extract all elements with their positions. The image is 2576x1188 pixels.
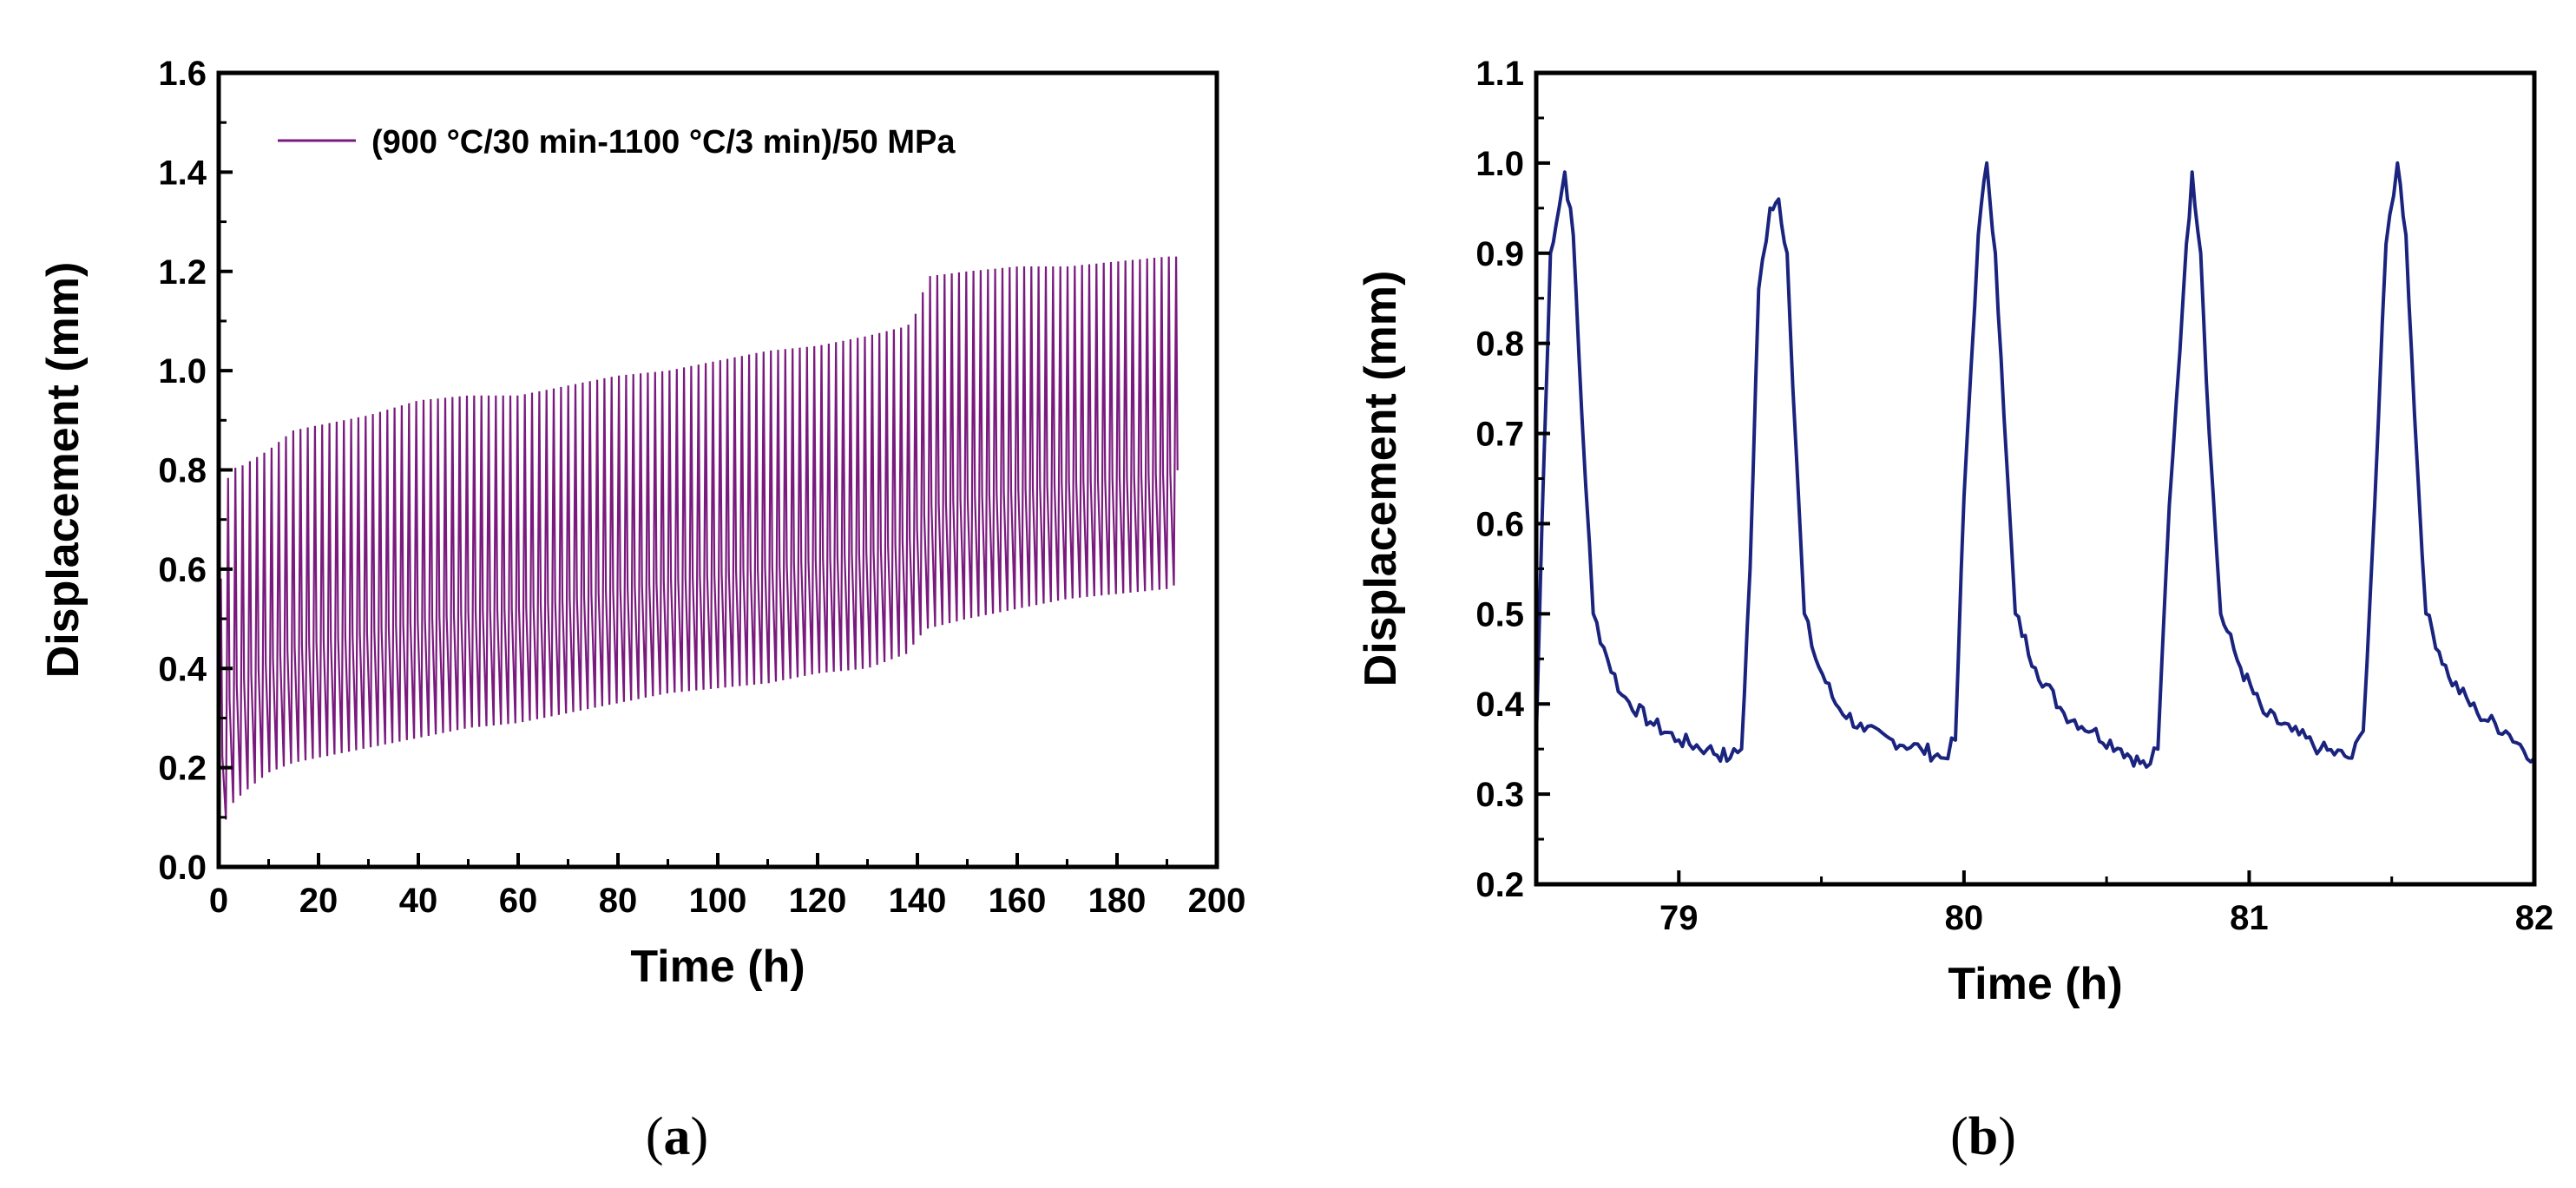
y-tick-label: 0.6 — [1475, 505, 1524, 543]
y-tick-label: 0.8 — [1475, 325, 1524, 364]
y-tick-label: 1.0 — [158, 352, 207, 391]
panel-label-b-close: ) — [1998, 1107, 2016, 1166]
y-tick-label: 1.6 — [158, 55, 207, 93]
chart-b-plot-frame — [1534, 70, 2537, 887]
x-tick-label: 200 — [1188, 882, 1246, 920]
panel-label-b-letter: b — [1968, 1107, 1998, 1166]
chart-a-legend: (900 °C/30 min-1100 °C/3 min)/50 MPa — [278, 124, 956, 161]
panel-label-a: (a) — [646, 1107, 708, 1166]
chart-b-x-axis-title: Time (h) — [1948, 959, 2122, 1009]
y-tick-label: 0.7 — [1475, 416, 1524, 454]
chart-b-series-line — [1534, 161, 2536, 769]
y-tick-label: 1.4 — [158, 154, 207, 192]
x-tick-label: 140 — [889, 882, 947, 920]
chart-a-x-axis: 0 20 40 60 80 100 120 140 160 180 200 — [209, 853, 1246, 920]
chart-panel-b: 79 80 81 82 0.20.30.40.50.60.70.80.91.01.1 … — [1356, 55, 2553, 1009]
y-tick-label: 0.2 — [158, 750, 207, 788]
chart-a-x-axis-title: Time (h) — [630, 942, 805, 992]
panel-label-b-open: ( — [1950, 1107, 1968, 1166]
y-tick-label: 0.5 — [1475, 595, 1524, 633]
x-tick-label: 180 — [1088, 882, 1147, 920]
x-tick-label: 100 — [689, 882, 747, 920]
y-tick-label: 1.2 — [158, 253, 207, 292]
chart-panel-a: 0 20 40 60 80 100 120 140 160 180 200 0.0 0.2 0.4 0.6… — [38, 55, 1245, 992]
x-tick-label: 40 — [399, 882, 438, 920]
y-tick-label: 1.1 — [1475, 55, 1524, 93]
y-tick-label: 1.0 — [1475, 145, 1524, 183]
chart-b-y-axis: 0.2 0.3 0.4 0.5 0.6 0.7 0.8 0.9 1.0 1.1 — [1475, 55, 1550, 904]
y-tick-label: 0.2 — [1475, 866, 1524, 904]
chart-a-y-axis-title: Displacement (mm) — [38, 262, 89, 679]
x-tick-label: 82 — [2515, 899, 2554, 937]
panel-label-a-letter: a — [664, 1107, 691, 1166]
chart-a-y-axis: 0.0 0.2 0.4 0.6 0.8 1.0 1.2 1.4 1.6 — [158, 55, 233, 887]
panel-label-a-close: ) — [691, 1107, 709, 1166]
panel-label-a-open: ( — [646, 1107, 664, 1166]
chart-b-x-axis: 79 80 81 82 — [1534, 870, 2554, 937]
y-tick-label: 0.8 — [158, 452, 207, 490]
chart-b-y-axis-title: Displacement (mm) — [1356, 271, 1406, 687]
x-tick-label: 81 — [2230, 899, 2269, 937]
x-tick-label: 79 — [1659, 899, 1699, 937]
y-tick-label: 0.9 — [1475, 235, 1524, 273]
x-tick-label: 80 — [599, 882, 638, 920]
chart-a-series-line — [217, 256, 1179, 852]
y-tick-label: 0.3 — [1475, 776, 1524, 814]
x-tick-label: 20 — [299, 882, 338, 920]
x-tick-label: 80 — [1945, 899, 1984, 937]
panel-label-b: (b) — [1950, 1107, 2016, 1166]
y-tick-label: 0.6 — [158, 551, 207, 589]
y-tick-label: 0.0 — [158, 849, 207, 887]
x-tick-label: 160 — [989, 882, 1047, 920]
y-tick-label: 0.4 — [1475, 686, 1524, 724]
chart-a-legend-label: (900 °C/30 min-1100 °C/3 min)/50 MPa — [371, 124, 956, 161]
x-tick-label: 0 — [209, 882, 228, 920]
x-tick-label: 60 — [499, 882, 538, 920]
x-tick-label: 120 — [789, 882, 847, 920]
y-tick-label: 0.4 — [158, 650, 207, 688]
